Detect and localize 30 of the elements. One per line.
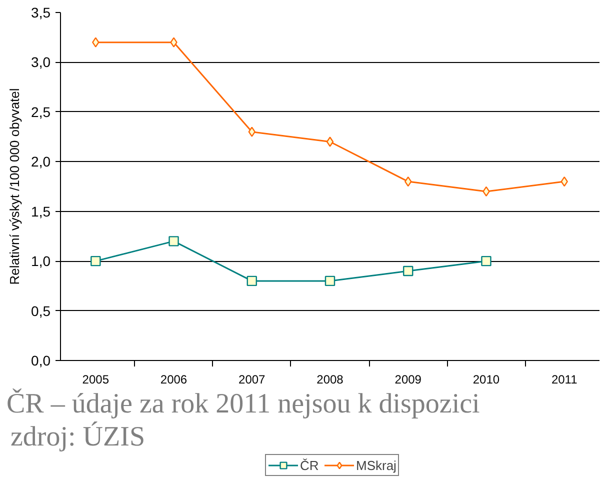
text: ČR – údaje za rok 2011 nejsou k dispozici xyxy=(6,388,480,420)
y-tick-label: 3,5 xyxy=(31,4,51,20)
x-tick-label: 2005 xyxy=(82,372,110,386)
x-tick-label: 2006 xyxy=(160,372,188,386)
point xyxy=(90,256,101,266)
y-tick-label: 1,5 xyxy=(31,203,51,220)
point xyxy=(92,37,100,48)
y-axis-title: Relativní výskyt /100 000 obyvatel xyxy=(7,88,22,285)
y-tick-label: 0,5 xyxy=(31,302,51,319)
point xyxy=(403,266,414,276)
legend-label: MSkraj xyxy=(356,458,396,472)
y-tick-label: 3,0 xyxy=(31,54,51,70)
point xyxy=(326,136,334,147)
y-tick-label: 2,0 xyxy=(31,154,51,170)
y-tick-label: 1,0 xyxy=(31,253,51,270)
x-tick-label: 2011 xyxy=(551,372,578,386)
y-tick-label: 2,5 xyxy=(31,104,51,120)
y-tick-label: 0,0 xyxy=(31,352,51,368)
legend-label: ČR xyxy=(300,458,320,472)
point xyxy=(248,126,256,137)
x-tick-label: 2007 xyxy=(238,372,266,386)
point xyxy=(481,256,492,266)
point xyxy=(246,276,257,286)
x-tick-label: 2009 xyxy=(394,372,422,386)
point xyxy=(170,37,178,48)
point xyxy=(168,236,179,246)
point xyxy=(324,276,336,286)
text: zdroj: ÚZIS xyxy=(10,420,146,452)
x-tick-label: 2008 xyxy=(316,372,344,386)
x-tick-label: 2010 xyxy=(472,372,500,386)
